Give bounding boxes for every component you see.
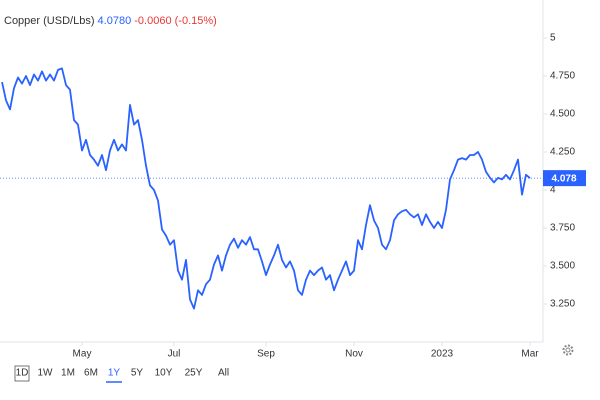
y-tick-label: 4.500 [550, 109, 575, 120]
change-pct: (-0.15%) [175, 15, 217, 27]
x-tick-label: Jul [168, 349, 181, 360]
y-tick-label: 3.250 [550, 299, 575, 310]
y-tick-label: 4.750 [550, 71, 575, 82]
range-focus [14, 365, 30, 382]
change: -0.0060 [134, 15, 171, 27]
price-line [1, 67, 531, 310]
y-tick-label: 3.500 [550, 261, 575, 272]
x-tick-label: Sep [257, 349, 275, 360]
x-tick-label: Nov [345, 349, 363, 360]
range-button[interactable]: 5Y [131, 368, 144, 379]
last-price-label: 4.078 [551, 173, 576, 184]
range-button[interactable]: All [218, 368, 229, 379]
symbol: Copper (USD/Lbs) [4, 15, 94, 27]
price: 4.0780 [98, 15, 132, 27]
y-tick-label: 5 [550, 33, 556, 44]
range-button[interactable]: 1W [38, 368, 54, 379]
range-button[interactable]: 6M [84, 368, 98, 379]
x-tick-label: May [73, 349, 92, 360]
header: Copper (USD/Lbs) 4.0780 -0.0060 (-0.15%) [4, 15, 217, 27]
settings-icon[interactable] [562, 344, 574, 356]
range-button[interactable]: 25Y [185, 368, 203, 379]
last-price-tag [543, 170, 586, 187]
y-tick-label: 4.250 [550, 147, 575, 158]
y-tick-label: 4 [550, 185, 556, 196]
range-button[interactable]: 10Y [155, 368, 173, 379]
x-tick-label: Mar [521, 349, 539, 360]
range-button[interactable]: 1Y [108, 368, 121, 379]
range-button[interactable]: 1M [61, 368, 75, 379]
x-tick-label: 2023 [431, 349, 454, 360]
y-tick-label: 3.750 [550, 223, 575, 234]
range-button[interactable]: 1D [16, 368, 29, 379]
